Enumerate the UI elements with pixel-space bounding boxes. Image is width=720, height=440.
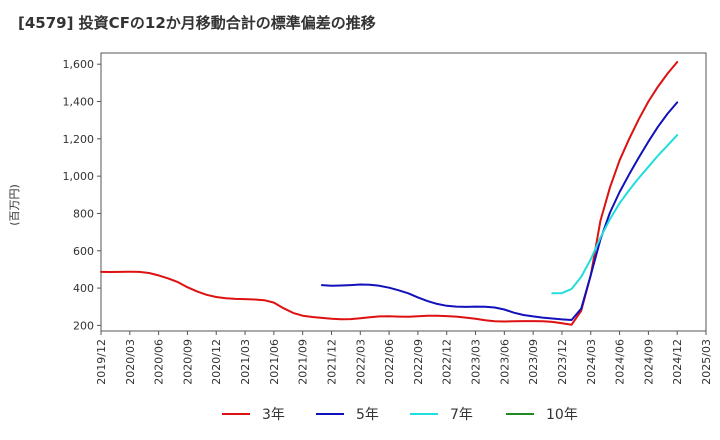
y-tick-label: 1,600 (63, 58, 95, 71)
legend-label: 3年 (262, 407, 285, 423)
plot-border (100, 52, 707, 332)
x-tick-label: 2025/03 (700, 339, 713, 385)
x-tick-label: 2024/09 (642, 339, 655, 385)
y-tick-label: 1,400 (63, 96, 95, 109)
y-axis-label: (百万円) (8, 184, 21, 226)
x-tick-label: 2020/09 (181, 339, 194, 385)
plot-area (101, 53, 706, 331)
y-tick-label: 1,000 (63, 170, 95, 183)
x-tick-label: 2023/12 (556, 339, 569, 385)
y-tick-label: 400 (73, 282, 94, 295)
legend-label: 10年 (546, 407, 578, 423)
x-tick-label: 2023/09 (527, 339, 540, 385)
x-tick-label: 2021/06 (268, 339, 281, 385)
legend-label: 5年 (356, 407, 379, 423)
series-line-5年 (320, 101, 679, 321)
chart-title: [4579] 投資CFの12か月移動合計の標準偏差の推移 (18, 14, 376, 32)
x-tick-label: 2020/03 (124, 339, 137, 385)
x-tick-label: 2022/03 (354, 339, 367, 385)
x-tick-label: 2024/06 (614, 339, 627, 385)
x-tick-label: 2024/12 (671, 339, 684, 385)
x-tick-label: 2022/12 (441, 339, 454, 385)
x-tick-label: 2023/06 (498, 339, 511, 385)
x-tick-label: 2022/06 (383, 339, 396, 385)
x-tick-label: 2021/12 (325, 339, 338, 385)
x-tick-label: 2022/09 (412, 339, 425, 385)
x-tick-label: 2020/06 (153, 339, 166, 385)
x-tick-label: 2019/12 (95, 339, 108, 385)
x-tick-label: 2021/09 (297, 339, 310, 385)
series-line-7年 (551, 134, 679, 295)
y-tick-label: 200 (73, 319, 94, 332)
legend-label: 7年 (450, 407, 473, 423)
y-tick-label: 600 (73, 245, 94, 258)
x-tick-label: 2021/03 (239, 339, 252, 385)
series-line-3年 (100, 61, 679, 326)
y-tick-label: 800 (73, 207, 94, 220)
x-tick-label: 2020/12 (210, 339, 223, 385)
x-tick-label: 2023/03 (470, 339, 483, 385)
y-tick-label: 1,200 (63, 133, 95, 146)
x-tick-label: 2024/03 (585, 339, 598, 385)
